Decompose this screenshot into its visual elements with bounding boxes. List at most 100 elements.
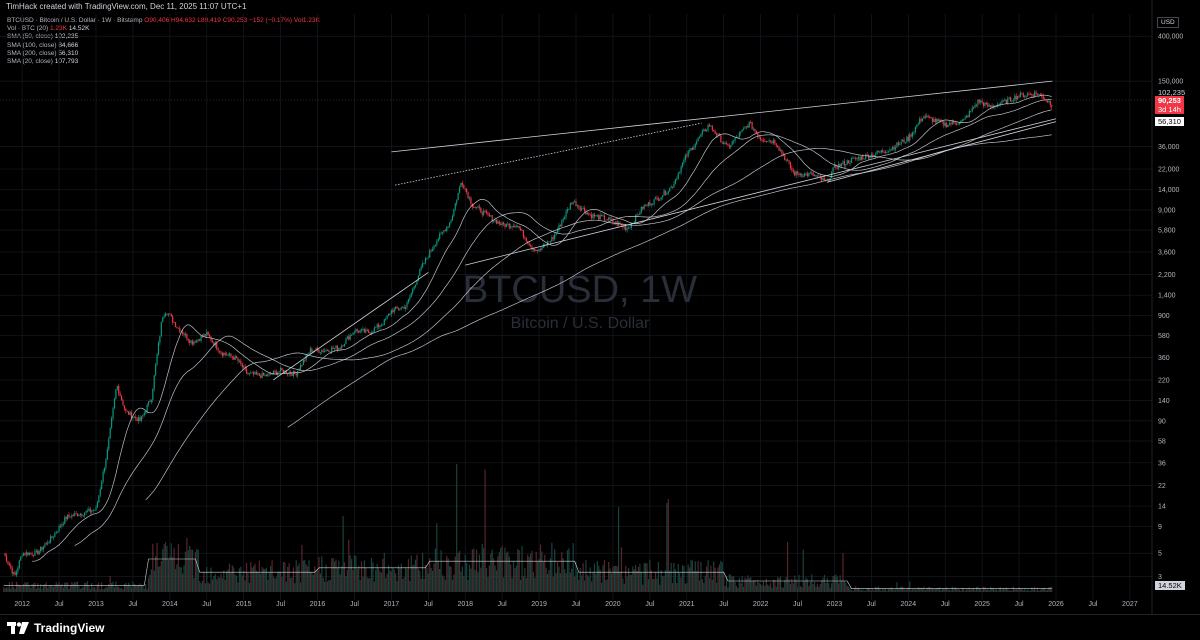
y-tick-label: 3,600 [1158,249,1176,256]
volume-bar [639,563,641,592]
volume-bar [5,587,8,592]
volume-bar [88,586,90,592]
candle-body [873,155,875,157]
volume-bar [522,576,525,592]
candle-body [101,481,103,489]
candle-body [108,438,110,450]
volume-bar [436,523,438,592]
candle-body [1049,101,1051,105]
volume-bar [434,548,437,592]
candle-body [730,144,732,148]
volume-bar [139,583,141,592]
candle-body [676,178,678,180]
candle-body [82,515,84,516]
volume-bar [37,583,39,592]
candle-body [717,133,719,136]
candle-body [204,334,206,336]
volume-bar [223,570,225,592]
volume-bar [111,582,113,592]
sma-20-line [32,94,1052,562]
candle-body [368,330,370,333]
candle-body [483,210,485,215]
legend-sma-20[interactable]: SMA (20, close) 107,793 [7,58,79,66]
candle-body [1045,100,1047,101]
volume-bar [657,561,659,592]
volume-bar [454,556,456,592]
volume-bar [869,588,871,592]
legend-sma-50[interactable]: SMA (50, close) 102,235 [7,33,79,41]
candle-body [571,203,573,205]
candle-body [512,225,515,228]
candle-body [605,219,607,221]
candle-body [856,158,858,160]
candle-body [410,293,412,297]
candle-body [900,141,902,144]
legend-volume-row[interactable]: Vol · BTC (20) 1.23K 14.52K [7,25,320,33]
candle-body [542,244,544,248]
candle-body [413,286,415,290]
candle-body [737,137,739,139]
volume-bar [926,588,928,592]
legend-sma-200[interactable]: SMA (200, close) 56,310 [7,49,79,57]
candle-body [582,208,584,209]
candle-body [1021,92,1023,94]
price-chart[interactable]: BTCUSD, 1W Bitcoin / U.S. Dollar 3591422… [0,0,1200,614]
candle-body [118,385,120,394]
candle-body [687,150,689,156]
volume-bar [150,569,152,592]
volume-bar [409,581,411,592]
time-axis[interactable]: 2012 Jul 2013 Jul 2014 Jul 2015 Jul 2016 Jul 2017 J… [14,601,1137,608]
volume-bar [549,558,552,592]
volume-bar [909,581,911,592]
volume-bar [856,588,858,592]
candle-body [728,145,730,148]
volume-bar [805,577,807,592]
legend-symbol: BTCUSD · Bitcoin / U.S. Dollar · 1W · Bi… [7,17,143,24]
volume-bar [417,568,419,592]
volume-bar [98,582,100,592]
candle-body [7,561,9,564]
candle-body [933,118,935,122]
candle-body [674,179,677,184]
price-axis[interactable]: 35914223658901402203605809001,4002,2003,… [1158,34,1183,581]
legend-sma-100[interactable]: SMA (100, close) 84,666 [7,41,79,49]
candle-body [45,542,47,545]
volume-bar [775,586,777,592]
currency-label[interactable]: USD [1157,17,1179,28]
volume-bar [831,583,833,592]
volume-bar [955,588,958,592]
candle-body [461,182,463,186]
candle-body [106,449,108,460]
candle-body [742,128,745,130]
volume-bar [430,567,432,592]
legend-symbol-row[interactable]: BTCUSD · Bitcoin / U.S. Dollar · 1W · Bi… [7,17,320,25]
volume-bar [809,582,811,592]
candle-body [860,156,863,161]
candle-body [494,219,496,221]
candle-body [835,164,837,168]
candle-body [876,150,878,154]
candle-body [846,160,848,165]
volume-bar [258,560,260,592]
candle-body [551,237,553,242]
trend-lines[interactable] [273,80,1057,381]
candle-body [862,156,864,159]
volume-bar [407,559,410,592]
candle-body [488,214,490,217]
candle-body [329,351,331,353]
tradingview-logo[interactable]: TradingView [7,621,104,635]
volume-bar [505,552,508,592]
volume-bar [518,550,520,592]
volume-bar [801,587,803,592]
y-tick-label: 580 [1158,333,1170,340]
candle-body [727,144,729,146]
volume-bar [902,586,904,592]
candle-body [223,352,225,356]
candle-body [339,347,341,349]
volume-bar [463,576,465,592]
candle-body [544,244,546,246]
candle-body [183,334,185,336]
volume-bar [899,587,901,592]
candle-body [583,208,586,212]
x-tick-label: Jul [498,601,507,608]
